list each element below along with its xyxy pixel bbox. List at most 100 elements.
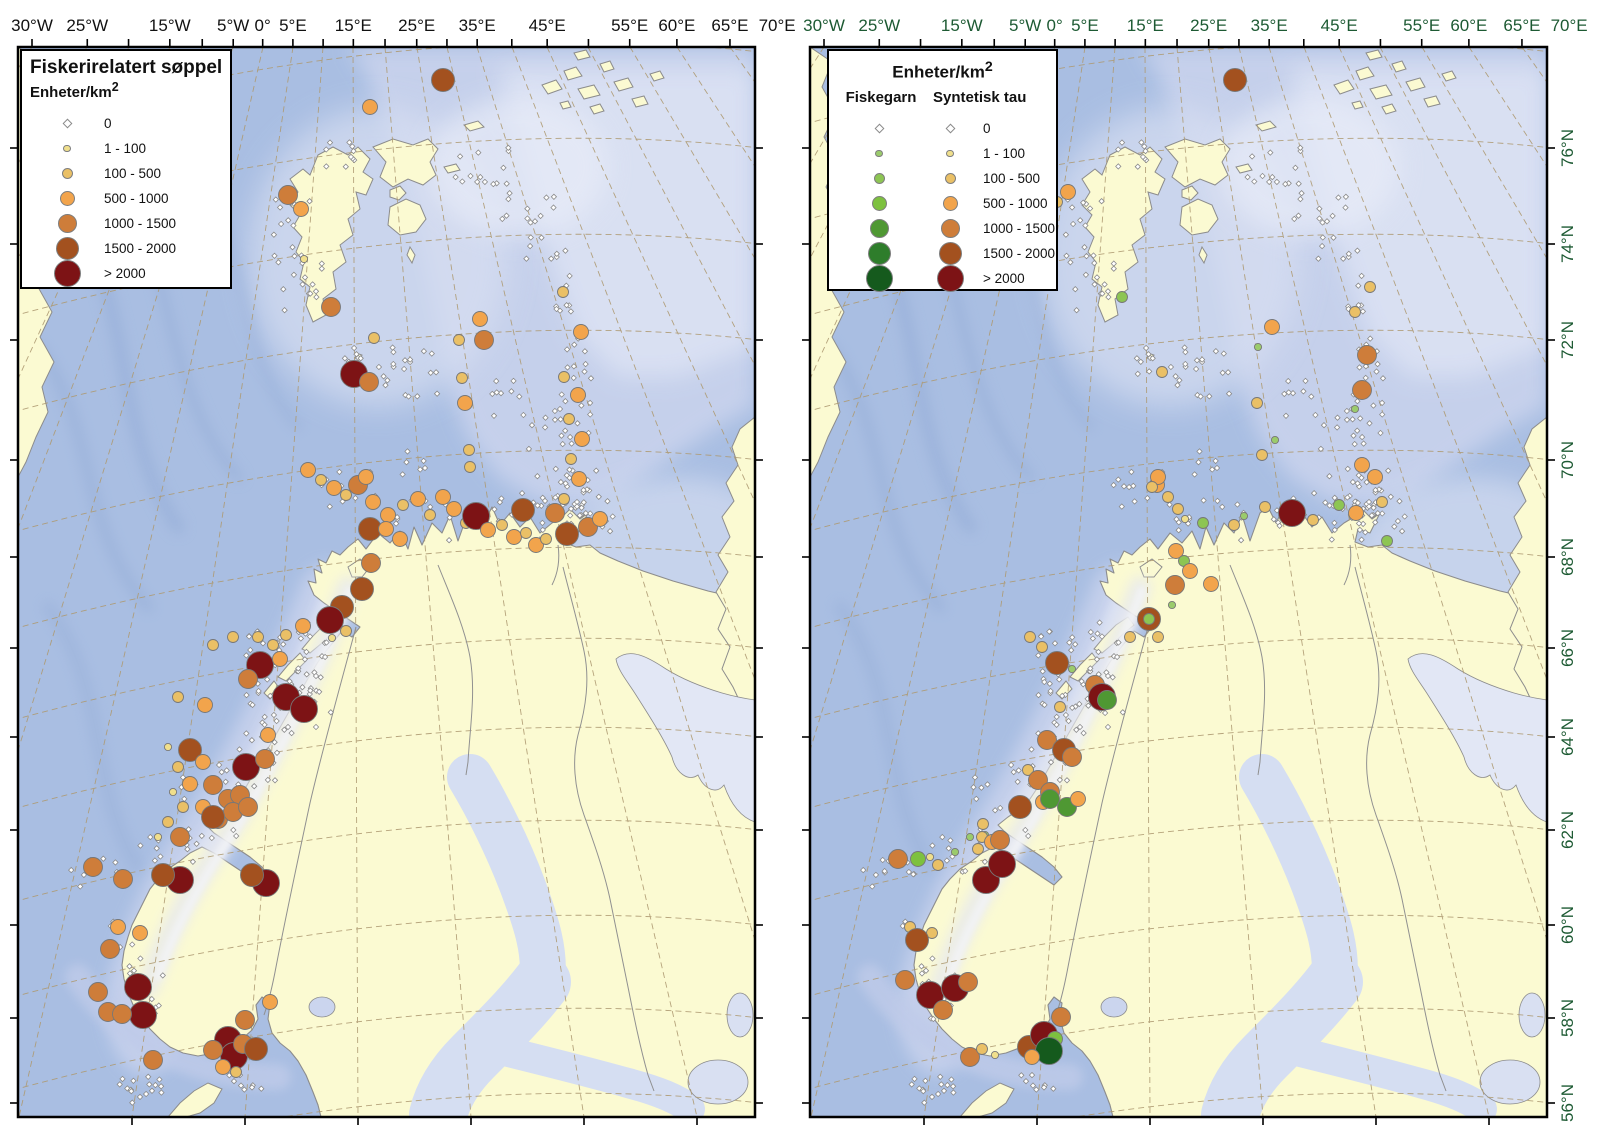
soppel-point — [88, 982, 108, 1002]
soppel-point — [558, 371, 570, 383]
soppel-point — [933, 1000, 953, 1020]
soppel-point — [1024, 1049, 1040, 1065]
soppel-point — [262, 994, 278, 1010]
legend-row: 1 - 100 — [30, 136, 230, 161]
soppel-point — [1165, 575, 1185, 595]
legend-class-label: 100 - 500 — [104, 166, 162, 181]
legend-class-label: 1500 - 2000 — [104, 241, 177, 256]
soppel-point — [177, 801, 189, 813]
fiskegarn-point — [1253, 342, 1263, 352]
class-symbol-icon — [873, 172, 885, 184]
soppel-point — [170, 827, 190, 847]
legend-class-label: 0 — [983, 120, 991, 136]
soppel-point — [895, 970, 915, 990]
soppel-point — [1376, 496, 1388, 508]
soppel-point — [1150, 469, 1166, 485]
soppel-point — [327, 633, 337, 643]
soppel-point — [100, 939, 120, 959]
longitude-label: 5°W — [1009, 16, 1042, 35]
longitude-label: 15°W — [940, 16, 983, 35]
soppel-point — [1364, 281, 1376, 293]
soppel-point — [365, 494, 381, 510]
legend-class-label: > 2000 — [104, 266, 146, 281]
longitude-label: 5°E — [1071, 16, 1099, 35]
soppel-point — [1037, 730, 1057, 750]
soppel-point — [316, 606, 344, 634]
soppel-point — [1348, 505, 1364, 521]
soppel-point — [340, 489, 352, 501]
class-symbol-icon — [63, 144, 71, 153]
soppel-point — [410, 491, 426, 507]
soppel-point — [172, 691, 184, 703]
soppel-point — [272, 651, 288, 667]
soppel-point — [496, 519, 508, 531]
soppel-point — [424, 509, 436, 521]
soppel-point — [540, 533, 552, 545]
longitude-label: 35°E — [1250, 16, 1288, 35]
soppel-point — [972, 843, 984, 855]
soppel-point — [1028, 770, 1048, 790]
legend-row: > 2000 — [829, 264, 1056, 292]
fiskegarn-point — [1040, 789, 1060, 809]
soppel-point — [474, 330, 494, 350]
soppel-point — [1223, 68, 1247, 92]
soppel-point — [227, 631, 239, 643]
soppel-point — [905, 928, 929, 952]
legend-row: 100 - 500 — [829, 166, 1056, 191]
legend-class-label: > 2000 — [983, 270, 1025, 286]
soppel-point — [1251, 397, 1263, 409]
longitude-label: 5°E — [279, 16, 307, 35]
soppel-point — [321, 297, 341, 317]
longitude-label: 25°W — [858, 16, 901, 35]
soppel-point — [977, 818, 989, 830]
soppel-point — [446, 501, 462, 517]
longitude-label: 65°E — [711, 16, 749, 35]
soppel-point — [361, 553, 381, 573]
legend-row: > 2000 — [30, 260, 230, 287]
latitude-label: 76°N — [1558, 129, 1577, 167]
latitude-label: 68°N — [1558, 538, 1577, 576]
longitude-label: 45°E — [1320, 16, 1358, 35]
legend-class-label: 100 - 500 — [983, 170, 1041, 186]
soppel-point — [463, 444, 475, 456]
latitude-label: 58°N — [1558, 999, 1577, 1037]
soppel-point — [563, 413, 575, 425]
soppel-point — [1307, 514, 1319, 526]
soppel-point — [168, 787, 178, 797]
soppel-point — [368, 332, 380, 344]
soppel-point — [280, 629, 292, 641]
legend-enheter-km2: Enheter/km2 Fiskegarn Syntetisk tau 0 1 -… — [827, 49, 1058, 292]
zero-symbol-icon — [874, 123, 884, 134]
latitude-label: 70°N — [1558, 441, 1577, 479]
soppel-point — [1182, 563, 1198, 579]
fiskegarn-point — [1116, 291, 1128, 303]
soppel-point — [1228, 519, 1240, 531]
latitude-label: 60°N — [1558, 906, 1577, 944]
legend-class-label: 1500 - 2000 — [983, 245, 1056, 261]
soppel-point — [1172, 503, 1184, 515]
soppel-point — [195, 754, 211, 770]
class-symbol-icon — [942, 195, 958, 211]
soppel-point — [238, 797, 258, 817]
fiskegarn-point — [1333, 499, 1345, 511]
soppel-point — [431, 68, 455, 92]
legend-col-syntetisk-tau: Syntetisk tau — [933, 88, 1027, 106]
soppel-point — [565, 453, 577, 465]
soppel-point — [990, 830, 1010, 850]
longitude-label: 55°E — [611, 16, 649, 35]
longitude-label: 15°E — [1126, 16, 1164, 35]
longitude-label: 55°E — [1403, 16, 1441, 35]
data-points — [83, 68, 608, 1078]
class-symbol-icon — [936, 264, 964, 292]
latitude-label: 62°N — [1558, 811, 1577, 849]
soppel-point — [182, 776, 198, 792]
fiskegarn-point — [1067, 664, 1077, 674]
soppel-point — [592, 511, 608, 527]
class-symbol-icon — [865, 264, 893, 292]
soppel-point — [293, 201, 309, 217]
soppel-point — [1146, 481, 1158, 493]
class-symbol-icon — [946, 149, 954, 157]
legend-row: 1 - 100 — [829, 141, 1056, 166]
legend-row: 1500 - 2000 — [30, 236, 230, 261]
